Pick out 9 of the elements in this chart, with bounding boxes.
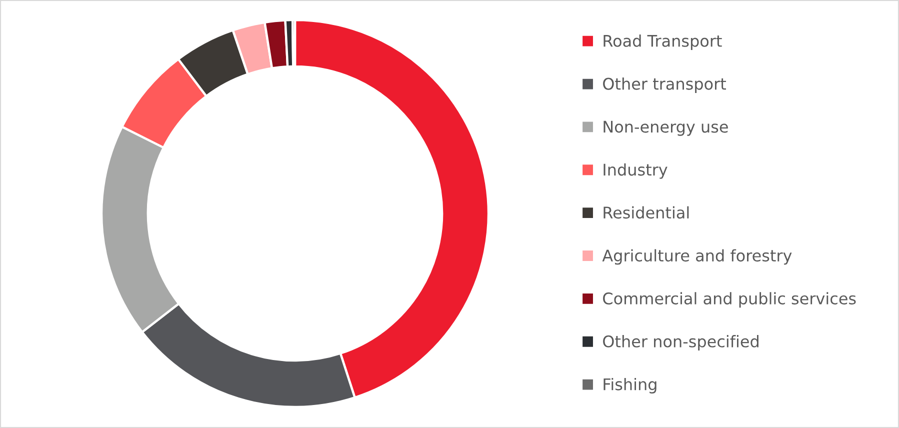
legend-label: Agriculture and forestry	[602, 249, 792, 265]
legend-label: Fishing	[604, 378, 656, 394]
legend-label: Industry	[604, 163, 668, 179]
legend-label: Non-energy use	[604, 120, 728, 136]
legend-label: Other non-specified	[603, 335, 758, 351]
legend-label: Residential	[604, 206, 689, 219]
legend-label: Commercial and public services	[603, 292, 856, 308]
legend-label: Road Transport	[604, 34, 722, 50]
legend-label: Other transport	[603, 77, 726, 93]
